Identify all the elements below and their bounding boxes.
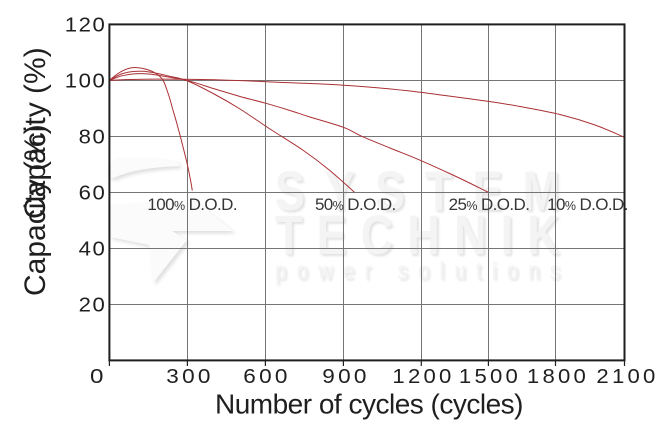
svg-text:600: 600 <box>243 365 290 388</box>
svg-text:power solutions: power solutions <box>275 257 560 285</box>
svg-text:100% D.O.D.: 100% D.O.D. <box>147 195 237 214</box>
svg-text:100: 100 <box>65 69 107 92</box>
svg-text:60: 60 <box>79 181 107 204</box>
svg-text:40: 40 <box>79 237 107 260</box>
svg-text:300: 300 <box>166 365 213 388</box>
svg-text:120: 120 <box>65 13 107 36</box>
svg-text:power solutions: power solutions <box>277 259 562 287</box>
svg-text:10% D.O.D.: 10% D.O.D. <box>547 195 628 214</box>
svg-text:Capacity (%): Capacity (%) <box>19 124 52 296</box>
svg-text:20: 20 <box>79 293 107 316</box>
svg-text:900: 900 <box>322 365 369 388</box>
svg-text:80: 80 <box>79 125 107 148</box>
svg-text:1200: 1200 <box>392 365 454 388</box>
svg-text:0: 0 <box>90 365 107 388</box>
svg-text:TECHNIK: TECHNIK <box>277 205 562 268</box>
svg-text:1800: 1800 <box>527 365 589 388</box>
svg-text:50% D.O.D.: 50% D.O.D. <box>315 195 396 214</box>
svg-text:Capacity (%): Capacity (%) <box>19 47 52 219</box>
svg-text:2100: 2100 <box>596 365 658 388</box>
svg-text:TECHNIK: TECHNIK <box>275 203 560 266</box>
svg-text:Number of cycles (cycles): Number of cycles (cycles) <box>215 389 523 420</box>
svg-text:1500: 1500 <box>459 365 521 388</box>
svg-text:25% D.O.D.: 25% D.O.D. <box>449 195 530 214</box>
